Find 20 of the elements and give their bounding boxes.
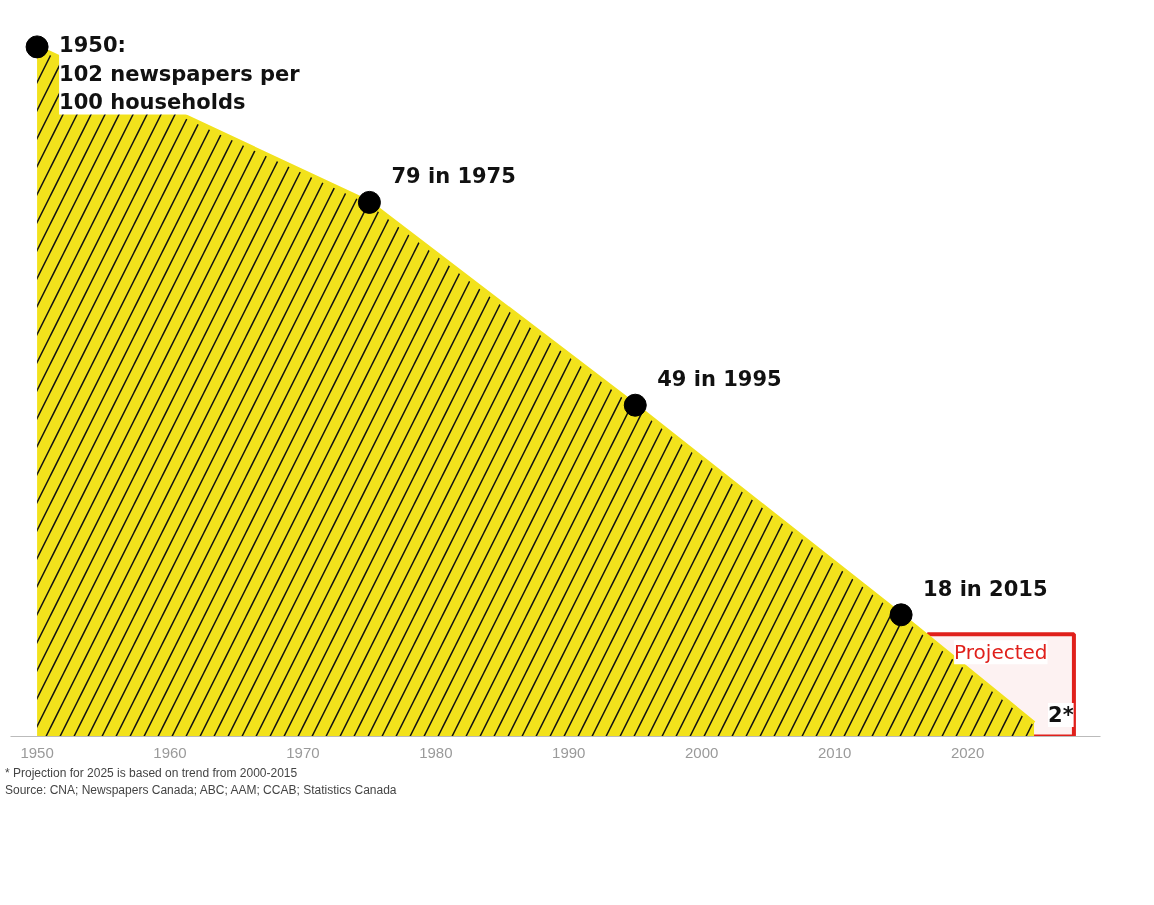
point	[623, 393, 647, 417]
data-label: 2*	[1048, 702, 1074, 727]
x-tick-label: 1950	[20, 743, 54, 761]
x-tick-label: 1990	[552, 743, 586, 761]
data-label: 79 in 1975	[391, 164, 516, 189]
x-tick-label: 1980	[419, 743, 453, 761]
data-label: 18 in 2015	[923, 576, 1048, 601]
data-label: 1950: 102 newspapers per 100 households	[59, 32, 301, 115]
band-label: Projected	[954, 640, 1048, 665]
x-tick-label: 1960	[153, 743, 187, 761]
point	[889, 603, 913, 627]
point	[25, 35, 49, 59]
point	[357, 190, 381, 214]
text: * Projection for 2025 is based on trend from 2000-2015	[5, 766, 298, 780]
x-tick-label: 2000	[685, 743, 719, 761]
x-tick-label: 2010	[817, 743, 852, 761]
x-tick-label: 1970	[286, 743, 320, 761]
source-note: Source: CNA; Newspapers Canada; ABC; AAM; CCAB; Statistics Canada	[5, 783, 397, 798]
x-tick-label: 2020	[950, 743, 985, 761]
data-label: 49 in 1995	[657, 367, 782, 392]
